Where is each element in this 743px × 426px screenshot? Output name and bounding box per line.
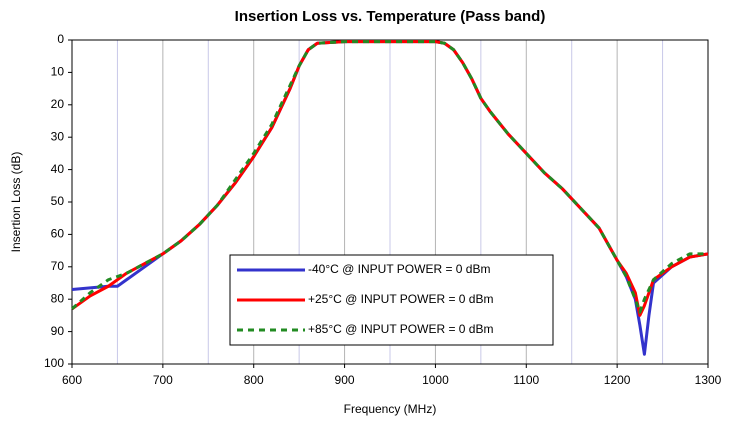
x-axis-label: Frequency (MHz): [344, 402, 437, 416]
y-tick-label: 0: [57, 32, 64, 46]
y-tick-label: 90: [51, 324, 65, 338]
y-tick-label: 70: [51, 259, 65, 273]
legend-label: +85°C @ INPUT POWER = 0 dBm: [308, 322, 493, 336]
y-tick-label: 60: [51, 227, 65, 241]
x-tick-label: 700: [153, 373, 173, 387]
y-tick-label: 50: [51, 194, 65, 208]
x-tick-label: 1100: [513, 373, 539, 387]
y-tick-label: 10: [51, 65, 65, 79]
legend-label: -40°C @ INPUT POWER = 0 dBm: [308, 262, 490, 276]
y-tick-label: 40: [51, 162, 65, 176]
chart-title: Insertion Loss vs. Temperature (Pass ban…: [235, 8, 546, 25]
y-tick-label: 30: [51, 129, 65, 143]
series-line: [71, 40, 708, 314]
legend-label: +25°C @ INPUT POWER = 0 dBm: [308, 292, 493, 306]
y-tick-label: 80: [51, 291, 65, 305]
y-tick-label: 100: [44, 356, 64, 370]
plot-border: [71, 39, 709, 365]
x-tick-label: 1200: [604, 373, 631, 387]
x-tick-label: 600: [62, 373, 82, 387]
y-tick-label: 20: [51, 97, 65, 111]
x-tick-label: 1300: [695, 373, 722, 387]
x-tick-label: 1000: [422, 373, 449, 387]
y-axis-label: Insertion Loss (dB): [9, 152, 23, 253]
x-tick-label: 800: [244, 373, 264, 387]
x-tick-label: 900: [335, 373, 355, 387]
